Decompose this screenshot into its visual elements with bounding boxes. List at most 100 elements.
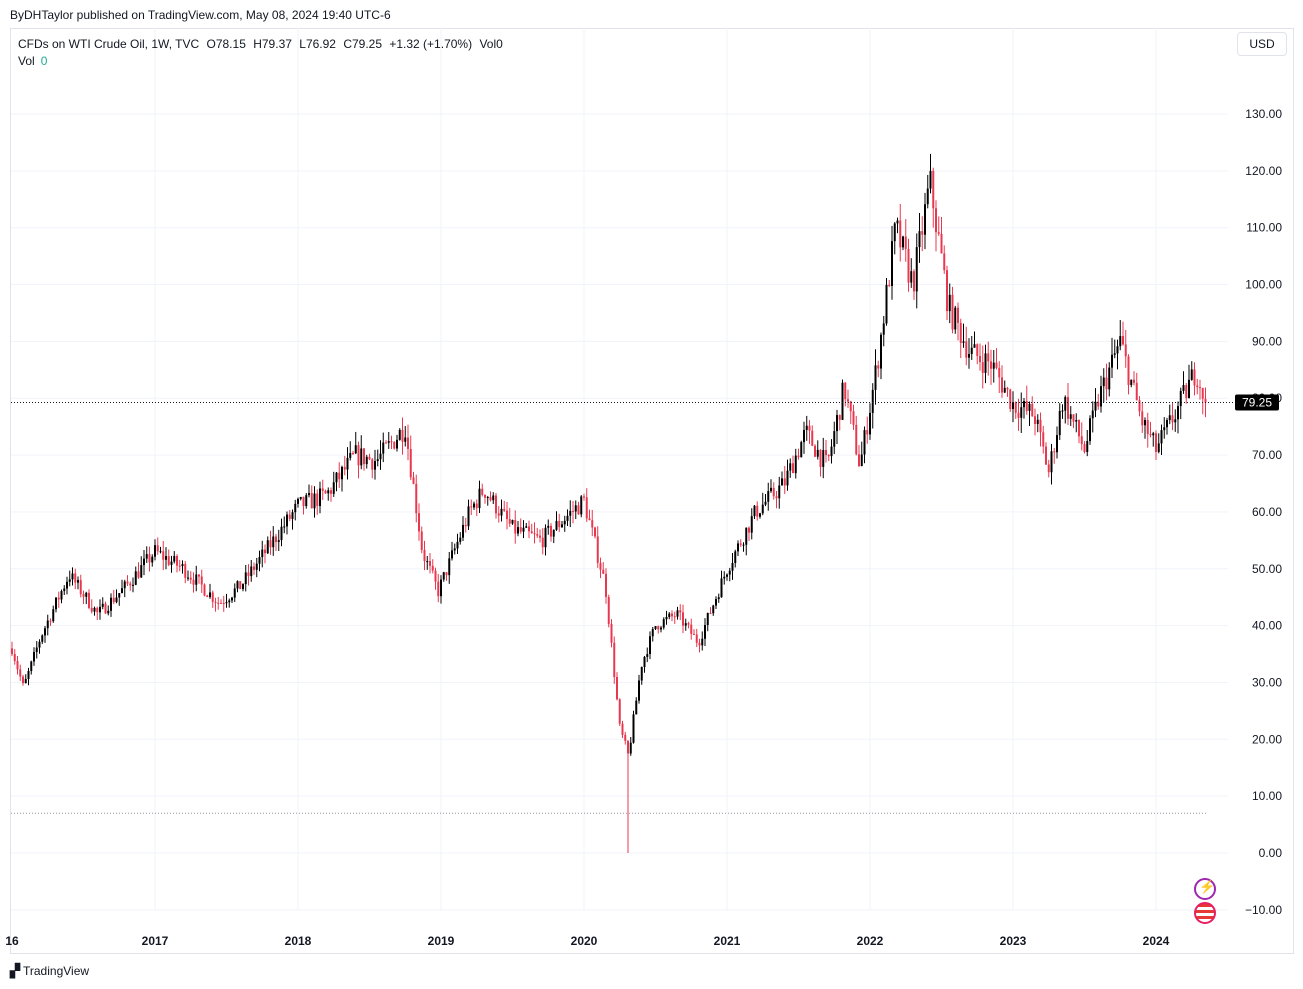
candle-body	[423, 550, 426, 562]
candle-body	[731, 563, 734, 571]
candle-body	[66, 581, 68, 589]
candle-body	[599, 562, 602, 570]
candle-body	[580, 496, 583, 515]
x-tick-label: 2019	[428, 934, 455, 948]
candle-body	[910, 271, 913, 283]
candle-body	[1155, 433, 1157, 452]
candle-body	[880, 334, 882, 369]
y-tick-label: 60.00	[1252, 505, 1282, 519]
candle-body	[88, 592, 90, 608]
candle-body	[1157, 443, 1160, 452]
candle-body	[921, 231, 924, 235]
candle-body	[503, 508, 506, 511]
candle-body	[332, 482, 335, 494]
candle-body	[93, 607, 96, 612]
candle-body	[57, 597, 60, 600]
candle-body	[198, 574, 200, 577]
candle-body	[723, 576, 726, 579]
candle-body	[577, 505, 580, 515]
candle-body	[343, 466, 346, 470]
candle-body	[558, 520, 561, 528]
candle-body	[954, 307, 957, 330]
legend-open: O78.15	[206, 37, 246, 51]
y-tick-label: 90.00	[1252, 334, 1282, 348]
candle-body	[129, 583, 132, 586]
candle-body	[915, 247, 918, 292]
candle-body	[594, 527, 596, 537]
candle-body	[618, 699, 621, 724]
candle-body	[863, 430, 866, 455]
y-tick-label: 20.00	[1252, 732, 1282, 746]
candle-body	[574, 505, 577, 512]
candle-body	[489, 497, 492, 501]
candle-body	[687, 623, 690, 625]
candle-body	[547, 525, 550, 528]
candle-body	[1141, 411, 1144, 426]
candle-body	[448, 558, 451, 576]
footer-brand[interactable]: ▞ TradingView	[10, 963, 89, 979]
candle-body	[544, 527, 547, 548]
us-flag-icon[interactable]	[1194, 902, 1216, 924]
candle-body	[407, 437, 409, 449]
candle-body	[349, 453, 352, 458]
candle-body	[709, 613, 712, 615]
candle-body	[52, 609, 55, 622]
candle-body	[508, 519, 511, 524]
candle-body	[530, 531, 533, 534]
candle-body	[19, 669, 22, 677]
candle-body	[756, 505, 759, 517]
candle-body	[189, 577, 192, 580]
candle-body	[24, 678, 27, 684]
candle-body	[844, 382, 847, 400]
candle-body	[742, 544, 745, 546]
candle-body	[794, 455, 797, 474]
candle-body	[990, 361, 992, 369]
candle-body	[33, 652, 35, 662]
candle-body	[693, 633, 695, 635]
candle-body	[79, 580, 82, 595]
candle-body	[1025, 400, 1028, 411]
candle-body	[277, 540, 280, 543]
candle-body	[217, 602, 220, 604]
candle-body	[275, 536, 277, 543]
candle-body	[305, 495, 308, 507]
candle-body	[841, 382, 844, 420]
candle-body	[1039, 419, 1042, 433]
legend-symbol[interactable]: CFDs on WTI Crude Oil, 1W, TVC	[18, 37, 200, 51]
candle-body	[968, 354, 970, 358]
x-tick-label: 2017	[142, 934, 169, 948]
candle-body	[1179, 390, 1182, 407]
candle-body	[390, 441, 393, 443]
candle-body	[165, 556, 167, 560]
candle-body	[965, 341, 968, 358]
candle-body	[1031, 403, 1034, 417]
candle-body	[401, 429, 404, 442]
candle-body	[341, 466, 343, 480]
candle-body	[860, 454, 863, 467]
candle-body	[123, 581, 126, 589]
candle-body	[665, 616, 668, 620]
candle-body	[852, 411, 855, 425]
candle-body	[228, 600, 231, 603]
x-tick-label: 2023	[1000, 934, 1027, 948]
candle-body	[704, 625, 706, 639]
candle-body	[1050, 451, 1053, 473]
candle-body	[1152, 433, 1155, 436]
lightning-icon[interactable]	[1194, 878, 1216, 900]
candle-body	[748, 527, 750, 533]
candle-body	[566, 515, 569, 521]
candle-body	[1188, 379, 1190, 399]
candle-body	[838, 415, 841, 420]
candle-body	[1116, 346, 1119, 354]
candle-body	[286, 514, 288, 527]
currency-button[interactable]: USD	[1237, 32, 1287, 56]
candle-body	[261, 549, 264, 558]
y-tick-label: −10.00	[1245, 903, 1282, 917]
candle-body	[1201, 387, 1204, 399]
candle-body	[167, 556, 170, 565]
volume-label[interactable]: Vol	[18, 54, 35, 68]
candle-body	[1097, 401, 1100, 407]
candle-body	[74, 573, 77, 583]
candle-body	[156, 545, 159, 552]
